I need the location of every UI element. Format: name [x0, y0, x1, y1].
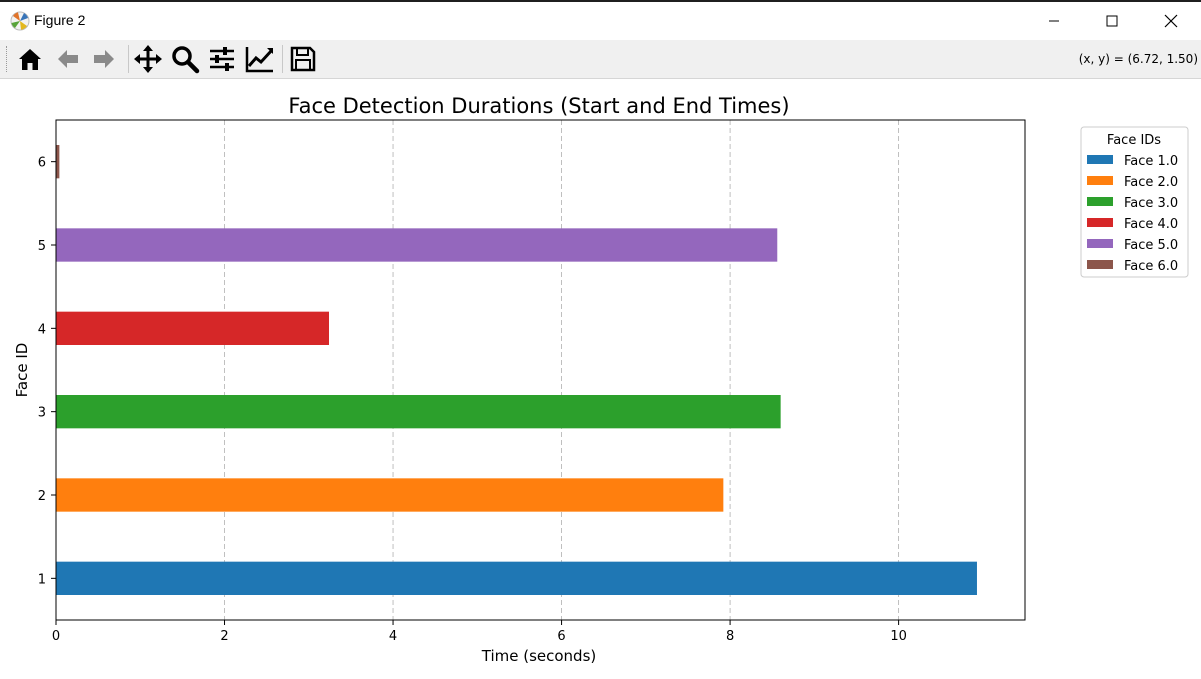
- toolbar-grip: [6, 46, 9, 72]
- legend-title: Face IDs: [1107, 133, 1161, 148]
- bar-face-4: [56, 311, 330, 345]
- legend-label: Face 2.0: [1124, 175, 1178, 190]
- back-arrow-icon: [58, 50, 78, 68]
- zoom-button[interactable]: [168, 42, 202, 76]
- toolbar-separator: [128, 45, 129, 73]
- minimize-button[interactable]: [1025, 2, 1083, 40]
- matplotlib-app-icon: [9, 10, 31, 32]
- y-axis-label: Face ID: [13, 343, 31, 398]
- back-button[interactable]: [51, 42, 85, 76]
- legend-swatch: [1087, 155, 1113, 164]
- legend-swatch: [1087, 260, 1113, 269]
- chart-figure: Face Detection Durations (Start and End …: [0, 79, 1201, 679]
- window-title: Figure 2: [34, 12, 86, 28]
- configure-subplots-icon: [210, 47, 234, 71]
- legend-swatch: [1087, 218, 1113, 227]
- window-titlebar: Figure 2: [0, 2, 1201, 40]
- edit-axis-icon: [245, 47, 274, 73]
- plot-frame: [55, 119, 1026, 621]
- bar-face-3: [56, 395, 781, 429]
- maximize-button[interactable]: [1083, 2, 1141, 40]
- legend-swatch: [1087, 197, 1113, 206]
- bar-face-1: [56, 561, 977, 595]
- toolbar-separator: [282, 45, 283, 73]
- minimize-icon: [1049, 20, 1059, 22]
- x-axis-label: Time (seconds): [481, 647, 597, 665]
- y-tick-label: 2: [38, 489, 46, 504]
- screen-top-strip: [0, 0, 1201, 2]
- home-icon: [19, 49, 41, 70]
- edit-axis-button[interactable]: [243, 42, 277, 76]
- legend-swatch: [1087, 176, 1113, 185]
- save-icon: [290, 46, 316, 72]
- save-button[interactable]: [286, 42, 320, 76]
- close-button[interactable]: [1142, 2, 1200, 40]
- x-tick-label: 2: [220, 629, 228, 644]
- bar-face-2: [56, 478, 724, 512]
- legend-label: Face 4.0: [1124, 217, 1178, 232]
- bars: [56, 145, 977, 595]
- bar-face-6: [56, 145, 60, 179]
- chart-title: Face Detection Durations (Start and End …: [288, 94, 789, 118]
- y-tick-label: 6: [38, 156, 46, 171]
- forward-button[interactable]: [87, 42, 121, 76]
- x-axis: 0 2 4 6 8 10: [52, 620, 907, 644]
- pan-button[interactable]: [131, 42, 165, 76]
- legend: Face IDs Face 1.0 Face 2.0 Face 3.0 Face 4.…: [1080, 126, 1189, 278]
- home-button[interactable]: [13, 42, 47, 76]
- legend-label: Face 1.0: [1124, 154, 1178, 169]
- maximize-icon: [1106, 15, 1118, 27]
- x-tick-label: 0: [52, 629, 60, 644]
- zoom-icon: [172, 46, 200, 74]
- y-tick-label: 4: [38, 322, 46, 337]
- cursor-coordinates: (x, y) = (6.72, 1.50): [1078, 52, 1198, 66]
- forward-arrow-icon: [94, 50, 114, 68]
- x-gridlines: [224, 120, 900, 620]
- bar-face-5: [56, 228, 778, 262]
- y-tick-label: 1: [38, 572, 46, 587]
- y-axis: 1 2 3 4 5 6: [38, 156, 56, 587]
- legend-swatch: [1087, 239, 1113, 248]
- y-tick-label: 5: [38, 239, 46, 254]
- close-icon: [1164, 14, 1178, 28]
- x-tick-label: 8: [726, 629, 734, 644]
- pan-icon: [134, 45, 162, 73]
- navigation-toolbar: (x, y) = (6.72, 1.50): [0, 40, 1201, 79]
- legend-label: Face 3.0: [1124, 196, 1178, 211]
- configure-subplots-button[interactable]: [205, 42, 239, 76]
- x-tick-label: 10: [890, 629, 907, 644]
- x-tick-label: 6: [557, 629, 565, 644]
- x-tick-label: 4: [389, 629, 397, 644]
- y-tick-label: 3: [38, 406, 46, 421]
- legend-label: Face 5.0: [1124, 238, 1178, 253]
- legend-label: Face 6.0: [1124, 259, 1178, 274]
